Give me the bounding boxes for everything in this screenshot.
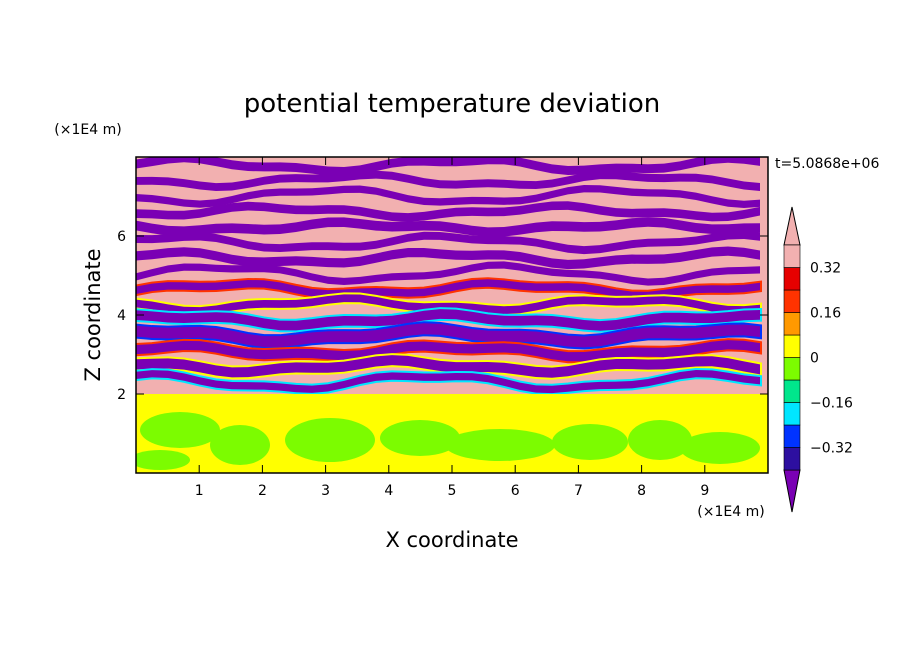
colorbar-segment <box>783 447 801 471</box>
lower-patch <box>628 420 692 460</box>
lower-patch <box>552 424 628 460</box>
cold-band <box>136 355 760 378</box>
x-tick-label: 2 <box>258 483 267 499</box>
time-label: t=5.0868e+06 <box>775 156 879 172</box>
x-tick-label: 7 <box>574 483 583 499</box>
colorbar-segment <box>783 424 801 448</box>
y-axis-ticks: 2 4 6 <box>117 229 768 403</box>
colorbar-segment <box>783 334 801 358</box>
colorbar-segment <box>783 357 801 381</box>
x-tick-label: 9 <box>700 483 709 499</box>
lower-layer-patches <box>136 412 760 470</box>
cold-band <box>136 246 760 270</box>
colorbar-segment <box>783 244 801 268</box>
x-tick-label: 1 <box>195 483 204 499</box>
cold-band <box>136 231 760 255</box>
cold-band <box>136 309 760 331</box>
x-tick-label: 8 <box>637 483 646 499</box>
cold-band <box>136 323 760 348</box>
x-axis-ticks: 1 2 3 4 5 6 7 8 9 <box>195 157 709 499</box>
lower-patch <box>136 450 190 470</box>
lower-patch <box>285 418 375 462</box>
plot-area <box>136 157 768 473</box>
colorbar-segment <box>783 312 801 336</box>
chart-title: potential temperature deviation <box>244 89 660 119</box>
colorbar-tick-label: 0.32 <box>810 261 841 277</box>
colorbar: 0.32 0.16 0 −0.16 −0.32 <box>783 206 853 513</box>
colorbar-tick-label: 0.16 <box>810 306 841 322</box>
y-tick-label: 2 <box>117 387 126 403</box>
y-unit-label: (×1E4 m) <box>54 122 121 138</box>
cold-band <box>136 369 760 394</box>
cold-band <box>136 340 760 362</box>
x-axis-label: X coordinate <box>385 528 518 552</box>
y-axis-label: Z coordinate <box>81 248 105 381</box>
cold-band <box>136 170 760 192</box>
lower-patch <box>210 425 270 465</box>
colorbar-tick-label: 0 <box>810 351 819 367</box>
lower-patch <box>380 420 460 456</box>
cold-band <box>136 279 760 300</box>
colorbar-segment <box>783 379 801 403</box>
lower-patch <box>140 412 220 448</box>
colorbar-segment <box>783 289 801 313</box>
lower-patch <box>680 432 760 464</box>
cold-band <box>136 261 760 286</box>
y-tick-label: 4 <box>117 308 126 324</box>
colorbar-segment <box>783 402 801 426</box>
cold-band <box>136 217 760 237</box>
lower-patch <box>445 429 555 461</box>
colorbar-top-arrow <box>783 206 801 246</box>
upper-layer-bands <box>136 157 762 396</box>
x-tick-label: 4 <box>384 483 393 499</box>
cold-band <box>136 294 760 315</box>
x-tick-label: 3 <box>321 483 330 499</box>
cold-band <box>136 185 760 209</box>
cold-band <box>136 201 760 222</box>
colorbar-tick-label: −0.32 <box>810 441 853 457</box>
y-tick-label: 6 <box>117 229 126 245</box>
x-tick-label: 5 <box>448 483 457 499</box>
x-tick-label: 6 <box>511 483 520 499</box>
colorbar-segment <box>783 267 801 291</box>
x-unit-label: (×1E4 m) <box>697 504 764 520</box>
front-line <box>136 367 762 396</box>
colorbar-tick-label: −0.16 <box>810 396 853 412</box>
colorbar-bottom-arrow <box>783 469 801 513</box>
